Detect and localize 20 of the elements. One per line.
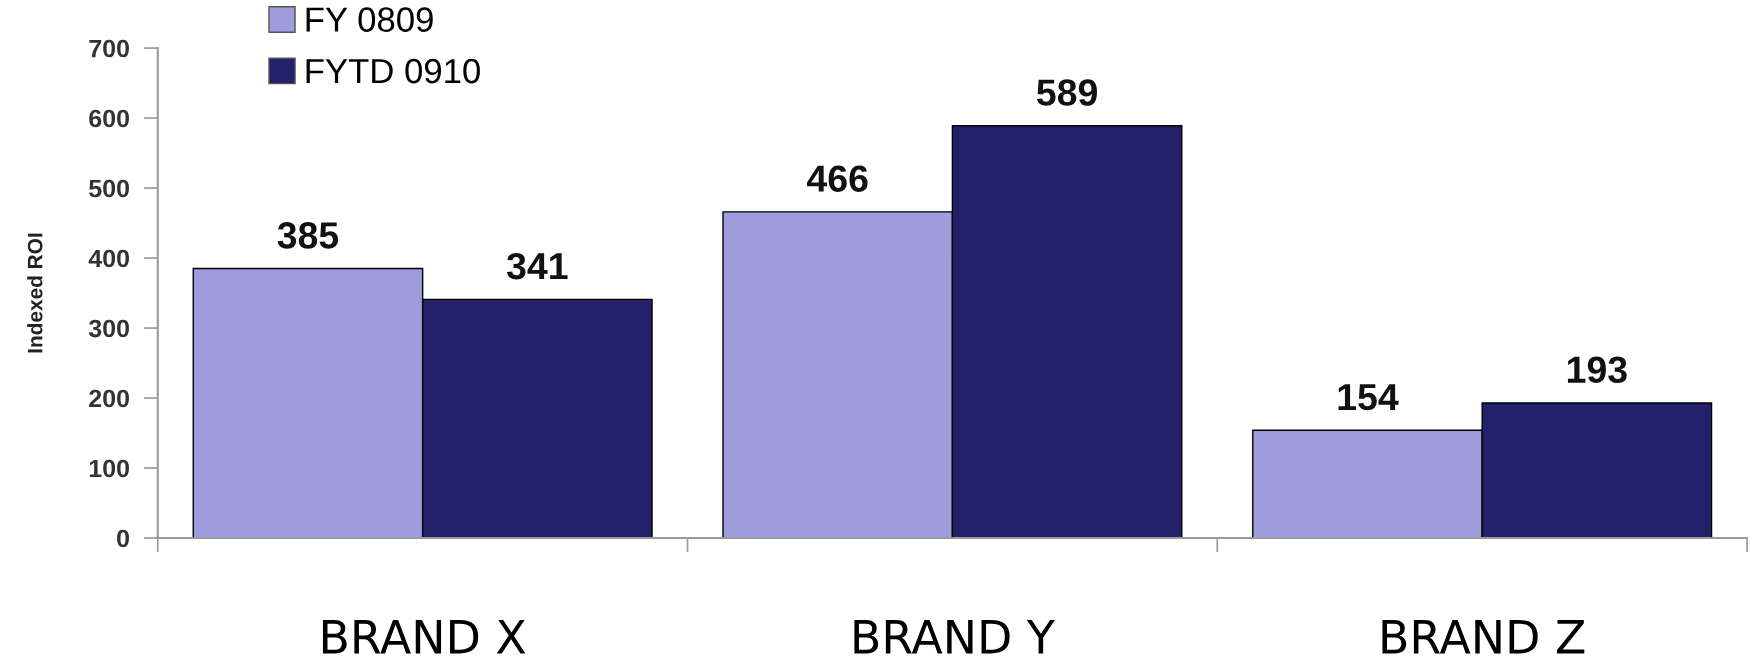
data-label: 341 (506, 252, 568, 280)
y-tick-label: 400 (88, 249, 129, 268)
y-tick-label: 300 (88, 319, 129, 338)
y-tick-label: 600 (89, 109, 129, 128)
x-tick-label: BRAND Z (1382, 619, 1585, 654)
data-label: 385 (277, 222, 339, 249)
legend-label: FYTD 0910 (306, 58, 480, 84)
y-tick-label: 700 (89, 39, 129, 58)
legend-label: FY 0809 (306, 7, 433, 32)
y-tick-label: 100 (89, 459, 129, 478)
y-axis-title: Indexed ROI (27, 233, 43, 353)
y-tick-label: 500 (89, 179, 129, 198)
x-tick-label: BRAND Y (854, 619, 1055, 654)
data-label: 466 (807, 165, 868, 192)
y-tick-label: 0 (117, 529, 129, 548)
data-label: 154 (1338, 384, 1399, 411)
y-tick-label: 200 (89, 389, 129, 408)
x-tick-label: BRAND X (322, 619, 526, 654)
data-label: 193 (1567, 356, 1627, 384)
data-label: 589 (1036, 79, 1097, 106)
